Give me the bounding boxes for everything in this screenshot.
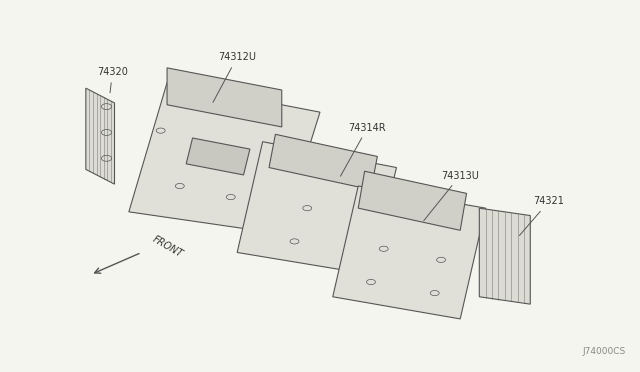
Polygon shape <box>333 186 486 319</box>
Text: 74321: 74321 <box>519 196 564 235</box>
Polygon shape <box>479 208 531 304</box>
Text: J74000CS: J74000CS <box>582 347 626 356</box>
Polygon shape <box>237 142 396 275</box>
Text: 74314R: 74314R <box>340 123 387 176</box>
Text: 74312U: 74312U <box>213 52 256 102</box>
Polygon shape <box>358 171 467 230</box>
Polygon shape <box>86 88 115 184</box>
Polygon shape <box>129 83 320 234</box>
Polygon shape <box>186 138 250 175</box>
Polygon shape <box>269 134 378 190</box>
Polygon shape <box>167 68 282 127</box>
Text: 74313U: 74313U <box>424 171 479 221</box>
Text: 74320: 74320 <box>97 67 128 93</box>
Text: FRONT: FRONT <box>151 234 185 260</box>
